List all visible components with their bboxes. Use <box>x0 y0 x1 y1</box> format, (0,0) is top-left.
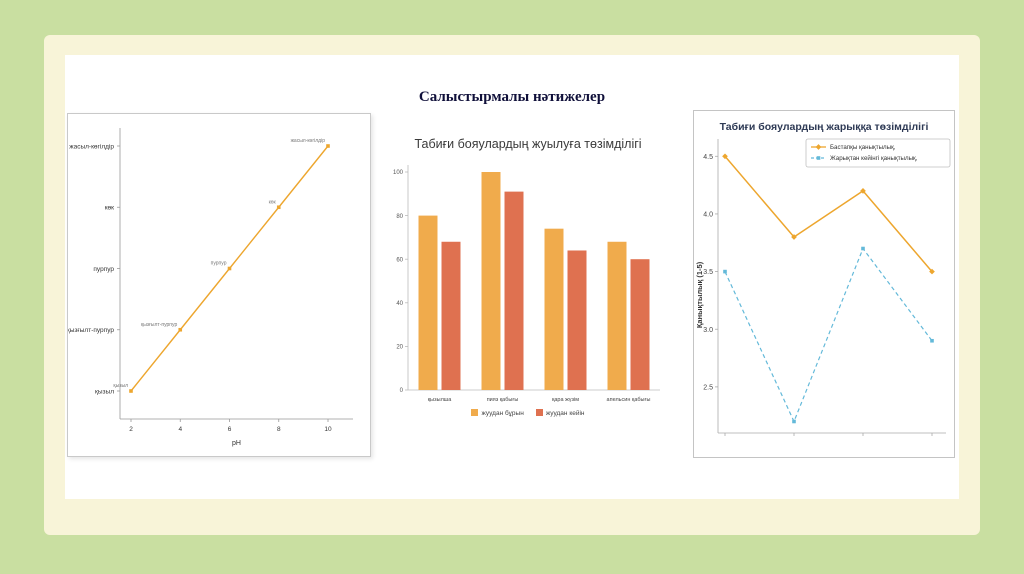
svg-text:жасыл-көгілдір: жасыл-көгілдір <box>69 142 114 150</box>
legend-label: жуудан кейін <box>545 410 585 418</box>
svg-text:3.0: 3.0 <box>703 327 713 334</box>
svg-text:4.5: 4.5 <box>703 154 713 161</box>
svg-text:6: 6 <box>228 426 232 433</box>
svg-text:2: 2 <box>129 426 133 433</box>
svg-text:60: 60 <box>396 258 403 264</box>
svg-text:қызғылт-пурпур: қызғылт-пурпур <box>141 322 177 328</box>
svg-text:40: 40 <box>396 301 403 307</box>
svg-text:pH: pH <box>232 440 241 447</box>
svg-text:Қанықтылық (1-5): Қанықтылық (1-5) <box>695 261 704 328</box>
svg-text:100: 100 <box>393 170 404 176</box>
svg-text:20: 20 <box>396 345 403 351</box>
slide-title: Салыстырмалы нәтижелер <box>418 89 606 105</box>
svg-text:қызыл: қызыл <box>95 388 114 395</box>
washing-resistance-bar-chart: Табиғи бояулардың жуылуға төзімділігі 0 2… <box>387 127 669 463</box>
bar-legend-item: жуудан бұрын <box>471 409 524 418</box>
svg-text:көк: көк <box>105 205 114 212</box>
svg-text:Жарықтан кейінгі қанықтылық,: Жарықтан кейінгі қанықтылық, <box>830 155 918 162</box>
ph-color-line-chart-svg: қызыл қызғылт-пурпур пурпур көк жасыл-көгілд… <box>68 128 353 447</box>
svg-text:қызыл: қызыл <box>113 383 128 389</box>
bar-chart-title: Табиғи бояулардың жуылуға төзімділігі <box>414 137 642 151</box>
svg-text:жасыл-көгілдір: жасыл-көгілдір <box>291 138 326 144</box>
legend-swatch <box>471 409 479 417</box>
svg-text:Бастапқы қанықтылық,: Бастапқы қанықтылық, <box>830 144 896 151</box>
svg-text:3.5: 3.5 <box>703 269 713 276</box>
washing-resistance-bar-chart-svg: 0 20 40 60 80 100 қызылша пияз қабығы қара жүзім… <box>393 165 660 403</box>
light-resistance-line-chart: Табиғи бояулардың жарыққа төзімділігі 2.… <box>693 110 955 458</box>
svg-text:пурпур: пурпур <box>211 261 227 267</box>
svg-text:пурпур: пурпур <box>93 266 114 273</box>
slide-frame: Салыстырмалы нәтижелер қызыл қызғылт-пурп… <box>44 35 980 535</box>
legend-label: жуудан бұрын <box>481 410 524 418</box>
svg-text:қызылша: қызылша <box>428 397 452 403</box>
svg-text:4: 4 <box>178 426 182 433</box>
svg-text:көк: көк <box>269 199 277 205</box>
svg-text:8: 8 <box>277 426 281 433</box>
light-resistance-line-chart-svg: 2.5 3.0 3.5 4.0 4.5 Қанықтылық (1-5) Бастапқы … <box>695 138 951 436</box>
light-chart-title: Табиғи бояулардың жарыққа төзімділігі <box>719 121 929 133</box>
svg-text:пияз қабығы: пияз қабығы <box>487 397 519 403</box>
ph-color-line-chart: қызыл қызғылт-пурпур пурпур көк жасыл-көгілд… <box>67 113 371 457</box>
svg-text:0: 0 <box>400 388 404 394</box>
svg-text:апельсин қабығы: апельсин қабығы <box>607 397 651 403</box>
bar-chart-legend: жуудан бұрын жуудан кейін <box>387 409 669 417</box>
slide-content: Салыстырмалы нәтижелер қызыл қызғылт-пурп… <box>65 55 959 499</box>
svg-text:қара жүзім: қара жүзім <box>552 397 579 403</box>
svg-text:10: 10 <box>324 426 332 433</box>
legend-swatch <box>535 409 543 417</box>
svg-text:2.5: 2.5 <box>703 384 713 391</box>
bar-legend-item: жуудан кейін <box>535 409 585 418</box>
svg-text:қызғылт-пурпур: қызғылт-пурпур <box>68 327 114 334</box>
svg-text:4.0: 4.0 <box>703 212 713 219</box>
svg-text:80: 80 <box>396 214 403 220</box>
